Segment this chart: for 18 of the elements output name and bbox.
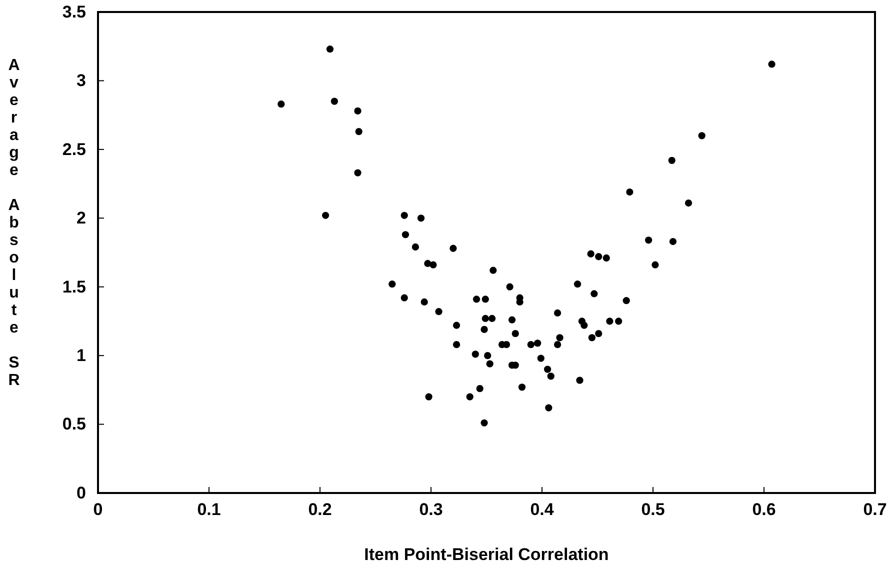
y-tick-label: 2: [76, 208, 86, 228]
y-tick-label: 1: [76, 346, 86, 366]
y-tick-label: 0: [76, 483, 86, 502]
y-tick-label: 3: [76, 71, 86, 90]
text: Average Absolute SR: [8, 57, 20, 389]
x-tick-label: 0.3: [419, 500, 443, 520]
x-tick-label: 0.6: [752, 500, 776, 520]
y-tick-label: 2.5: [62, 140, 86, 159]
x-tick-label: 0.2: [308, 500, 332, 520]
x-axis-title: Item Point-Biserial Correlation: [364, 545, 609, 564]
x-tick-label: 0.5: [641, 500, 665, 520]
x-tick-label: 0: [93, 500, 103, 520]
x-tick-label: 0.4: [530, 500, 554, 520]
x-tick-label: 0.7: [863, 500, 887, 520]
x-tick-label: 0.1: [197, 500, 221, 520]
y-tick-label: 1.5: [62, 277, 86, 296]
y-tick-label: 3.5: [62, 2, 86, 22]
y-tick-label: 0.5: [62, 414, 86, 434]
